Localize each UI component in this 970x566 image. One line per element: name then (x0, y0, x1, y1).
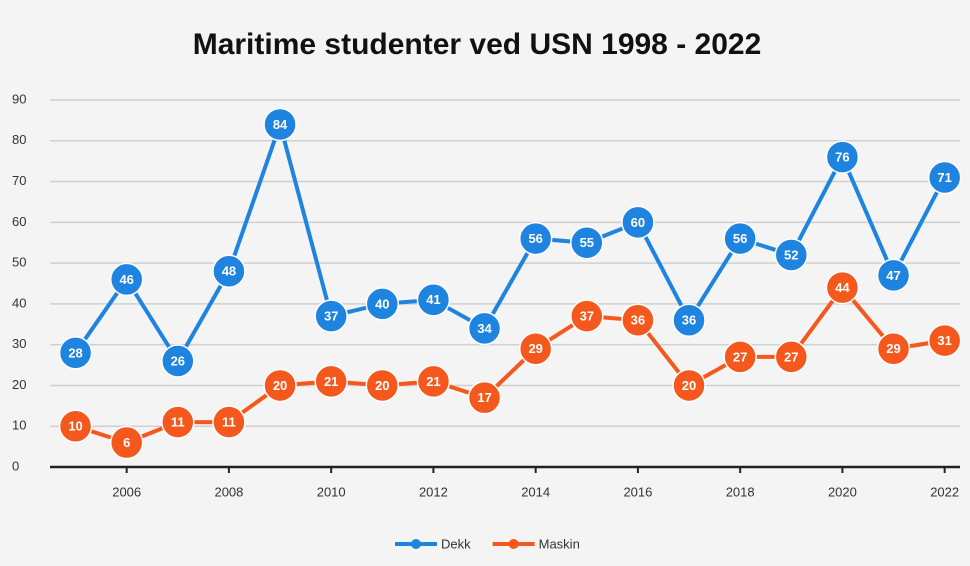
data-point (876, 331, 911, 366)
data-point (161, 405, 195, 439)
data-point (570, 225, 604, 260)
data-label: 6 (123, 435, 130, 450)
data-label: 21 (324, 374, 338, 389)
data-point (416, 283, 451, 317)
y-tick-label: 0 (12, 458, 19, 473)
data-point (212, 405, 246, 439)
data-point (621, 205, 655, 240)
data-point (672, 303, 706, 337)
data-label: 29 (528, 341, 542, 356)
x-tick-label: 2016 (623, 484, 652, 499)
data-point (518, 331, 553, 366)
data-label: 56 (528, 231, 542, 246)
data-label: 48 (222, 264, 236, 279)
y-tick-label: 50 (12, 255, 26, 270)
data-point (467, 311, 502, 346)
data-label: 17 (477, 390, 491, 405)
y-tick-label: 80 (12, 132, 26, 147)
data-label: 27 (733, 349, 747, 364)
data-label: 36 (631, 313, 645, 328)
data-label: 20 (682, 378, 696, 393)
legend-marker (508, 539, 519, 549)
x-tick-label: 2022 (930, 484, 959, 499)
data-label: 11 (222, 415, 236, 430)
data-point (825, 270, 860, 305)
data-label: 26 (171, 353, 185, 368)
data-label: 34 (477, 321, 492, 336)
legend-label: Maskin (539, 536, 580, 551)
y-tick-label: 10 (12, 418, 26, 433)
data-point (927, 323, 962, 358)
data-label: 41 (426, 292, 440, 307)
data-point (58, 409, 93, 443)
data-label: 21 (426, 374, 440, 389)
y-tick-label: 20 (12, 377, 26, 392)
data-point (876, 258, 911, 293)
data-point (263, 368, 297, 403)
data-point (467, 380, 502, 415)
data-point (774, 340, 809, 374)
x-tick-label: 2020 (828, 484, 857, 499)
data-label: 20 (273, 378, 287, 393)
data-label: 60 (631, 215, 645, 230)
data-label: 52 (784, 247, 798, 262)
data-point (263, 107, 297, 142)
data-point (109, 262, 144, 297)
chart-title: Maritime studenter ved USN 1998 - 2022 (193, 28, 762, 61)
y-tick-label: 90 (12, 91, 26, 106)
data-label: 11 (171, 415, 185, 430)
legend-marker (411, 539, 421, 549)
data-label: 29 (886, 341, 900, 356)
x-tick-label: 2010 (317, 484, 346, 499)
data-point (314, 364, 348, 399)
data-label: 36 (682, 313, 696, 328)
y-tick-label: 40 (12, 295, 26, 310)
data-label: 40 (375, 296, 389, 311)
data-point (518, 221, 553, 256)
data-label: 56 (733, 231, 747, 246)
data-point (161, 344, 195, 378)
data-point (58, 336, 93, 370)
data-label: 47 (886, 268, 900, 283)
data-label: 71 (937, 170, 951, 185)
data-label: 20 (375, 378, 389, 393)
data-label: 37 (580, 309, 594, 324)
data-label: 37 (324, 309, 338, 324)
data-point (365, 368, 400, 403)
data-point (621, 303, 655, 337)
x-tick-label: 2008 (214, 484, 243, 499)
data-point (109, 425, 144, 460)
data-point (927, 160, 962, 195)
data-point (825, 140, 860, 174)
x-tick-label: 2012 (419, 484, 448, 499)
data-label: 31 (937, 333, 951, 348)
data-point (723, 340, 757, 374)
data-label: 28 (68, 345, 82, 360)
data-label: 84 (273, 117, 288, 132)
legend-label: Dekk (441, 536, 471, 551)
data-point (723, 221, 757, 256)
x-tick-label: 2018 (726, 484, 755, 499)
data-point (672, 368, 706, 403)
x-tick-label: 2014 (521, 484, 550, 499)
data-point (416, 364, 451, 399)
data-label: 10 (68, 419, 82, 434)
y-tick-label: 60 (12, 214, 26, 229)
data-label: 27 (784, 349, 798, 364)
series-line (73, 122, 947, 363)
data-point (774, 238, 809, 272)
data-point (365, 287, 400, 321)
data-point (212, 254, 246, 289)
data-point (314, 299, 348, 333)
x-tick-label: 2006 (112, 484, 141, 499)
data-label: 76 (835, 150, 849, 165)
y-tick-label: 70 (12, 173, 26, 188)
data-label: 46 (119, 272, 133, 287)
data-label: 44 (835, 280, 850, 295)
y-tick-label: 30 (12, 336, 26, 351)
data-label: 55 (580, 235, 594, 250)
data-point (570, 299, 604, 333)
